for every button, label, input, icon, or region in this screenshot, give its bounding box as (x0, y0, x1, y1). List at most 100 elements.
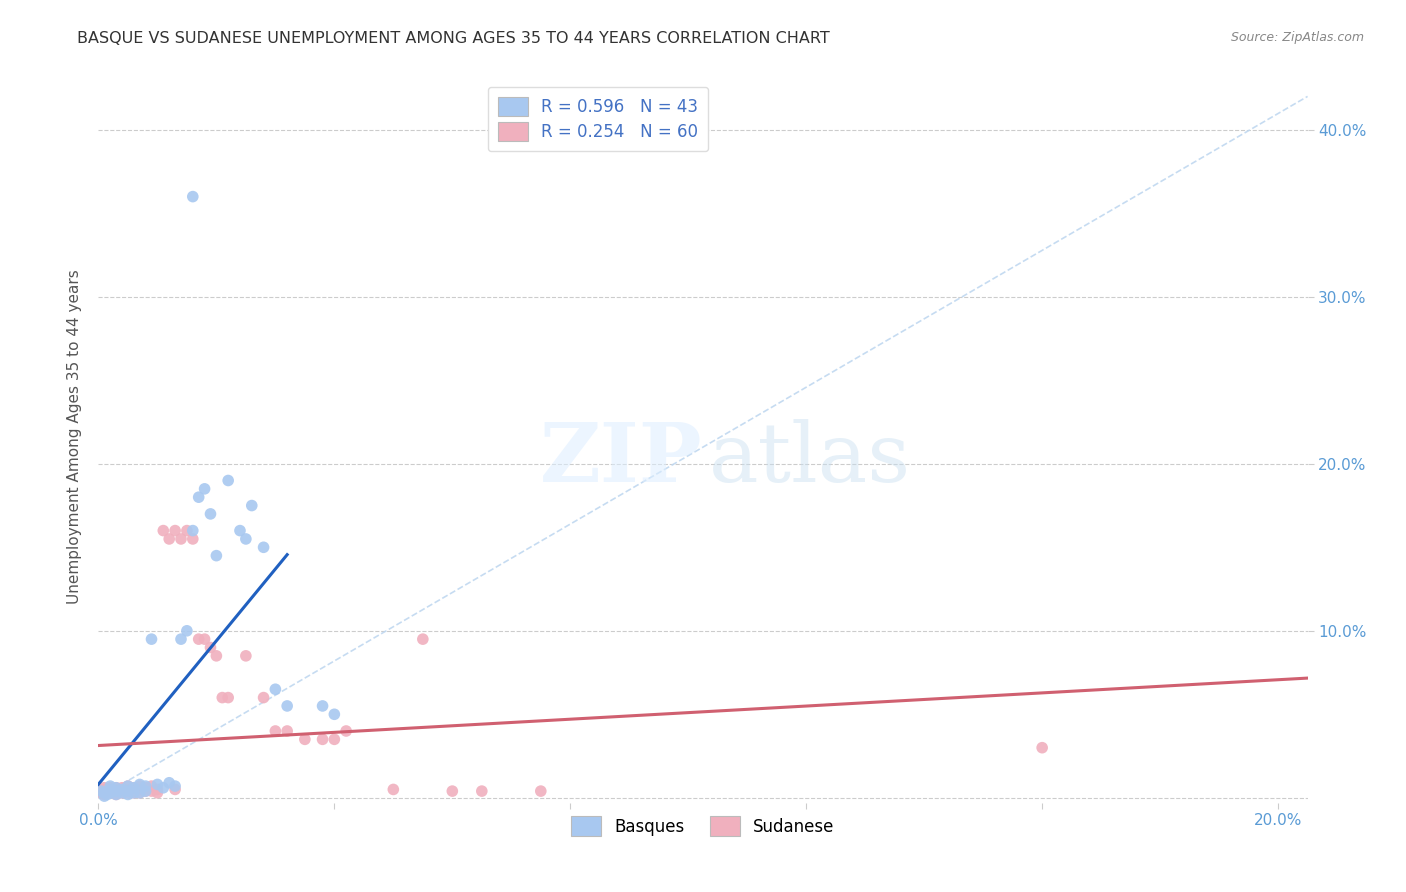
Text: atlas: atlas (709, 419, 911, 499)
Point (135, 784, 157, 798)
Point (117, 779, 139, 793)
Point (252, 541, 274, 555)
Point (122, 786, 145, 800)
Point (122, 780, 145, 795)
Point (128, 782, 150, 797)
Point (105, 788, 128, 802)
Point (181, 532, 204, 546)
Point (170, 632, 193, 647)
Point (105, 788, 128, 802)
Point (294, 732, 316, 747)
Point (152, 780, 174, 795)
Point (111, 786, 134, 800)
Point (93, 784, 115, 798)
Point (311, 732, 333, 747)
Point (235, 648, 257, 663)
Point (90, 786, 112, 800)
Legend: Basques, Sudanese: Basques, Sudanese (561, 806, 845, 846)
Point (187, 490, 209, 504)
Point (105, 784, 128, 798)
Point (181, 524, 204, 538)
Point (157, 776, 180, 790)
Text: ZIP: ZIP (540, 419, 703, 499)
Point (165, 782, 187, 797)
Point (146, 786, 169, 800)
Point (471, 784, 494, 798)
Point (264, 723, 287, 738)
Point (165, 524, 187, 538)
Point (205, 648, 228, 663)
Point (264, 682, 287, 697)
Point (89, 784, 111, 798)
Text: BASQUE VS SUDANESE UNEMPLOYMENT AMONG AGES 35 TO 44 YEARS CORRELATION CHART: BASQUE VS SUDANESE UNEMPLOYMENT AMONG AG… (77, 31, 830, 46)
Point (176, 624, 198, 638)
Point (98, 786, 121, 800)
Point (117, 782, 139, 797)
Point (276, 698, 298, 713)
Point (98, 782, 121, 797)
Point (135, 780, 157, 795)
Point (98, 784, 121, 798)
Point (111, 784, 134, 798)
Point (128, 779, 150, 793)
Point (135, 784, 157, 798)
Point (111, 786, 134, 800)
Point (217, 474, 239, 488)
Point (252, 690, 274, 705)
Point (311, 698, 333, 713)
Point (382, 782, 405, 797)
Point (105, 782, 128, 797)
Point (122, 786, 145, 800)
Point (98, 780, 121, 795)
Point (105, 786, 128, 800)
Point (152, 524, 174, 538)
Point (157, 532, 180, 546)
Point (530, 784, 553, 798)
Point (235, 532, 257, 546)
Point (141, 632, 163, 647)
Point (323, 707, 346, 722)
Point (141, 784, 163, 798)
Point (128, 777, 150, 791)
Point (117, 784, 139, 798)
Point (117, 788, 139, 802)
Point (122, 780, 145, 795)
Point (176, 524, 198, 538)
Point (93, 780, 115, 795)
Point (98, 786, 121, 800)
Point (1031, 740, 1053, 755)
Point (200, 640, 222, 655)
Point (335, 723, 357, 738)
Point (205, 549, 228, 563)
Point (111, 780, 134, 795)
Point (93, 786, 115, 800)
Point (276, 723, 298, 738)
Point (211, 690, 233, 705)
Point (93, 788, 115, 802)
Point (90, 784, 112, 798)
Point (111, 782, 134, 797)
Point (135, 779, 157, 793)
Point (181, 189, 204, 203)
Point (117, 784, 139, 798)
Text: Source: ZipAtlas.com: Source: ZipAtlas.com (1230, 31, 1364, 45)
Point (146, 782, 169, 797)
Point (441, 784, 464, 798)
Point (217, 690, 239, 705)
Point (93, 782, 115, 797)
Y-axis label: Unemployment Among Ages 35 to 44 years: Unemployment Among Ages 35 to 44 years (67, 269, 83, 605)
Point (98, 782, 121, 797)
Point (98, 779, 121, 793)
Point (194, 482, 217, 496)
Point (128, 786, 150, 800)
Point (105, 780, 128, 795)
Point (200, 507, 222, 521)
Point (170, 532, 193, 546)
Point (229, 524, 252, 538)
Point (96, 788, 118, 802)
Point (93, 789, 115, 804)
Point (117, 779, 139, 793)
Point (146, 777, 169, 791)
Point (128, 786, 150, 800)
Point (194, 632, 217, 647)
